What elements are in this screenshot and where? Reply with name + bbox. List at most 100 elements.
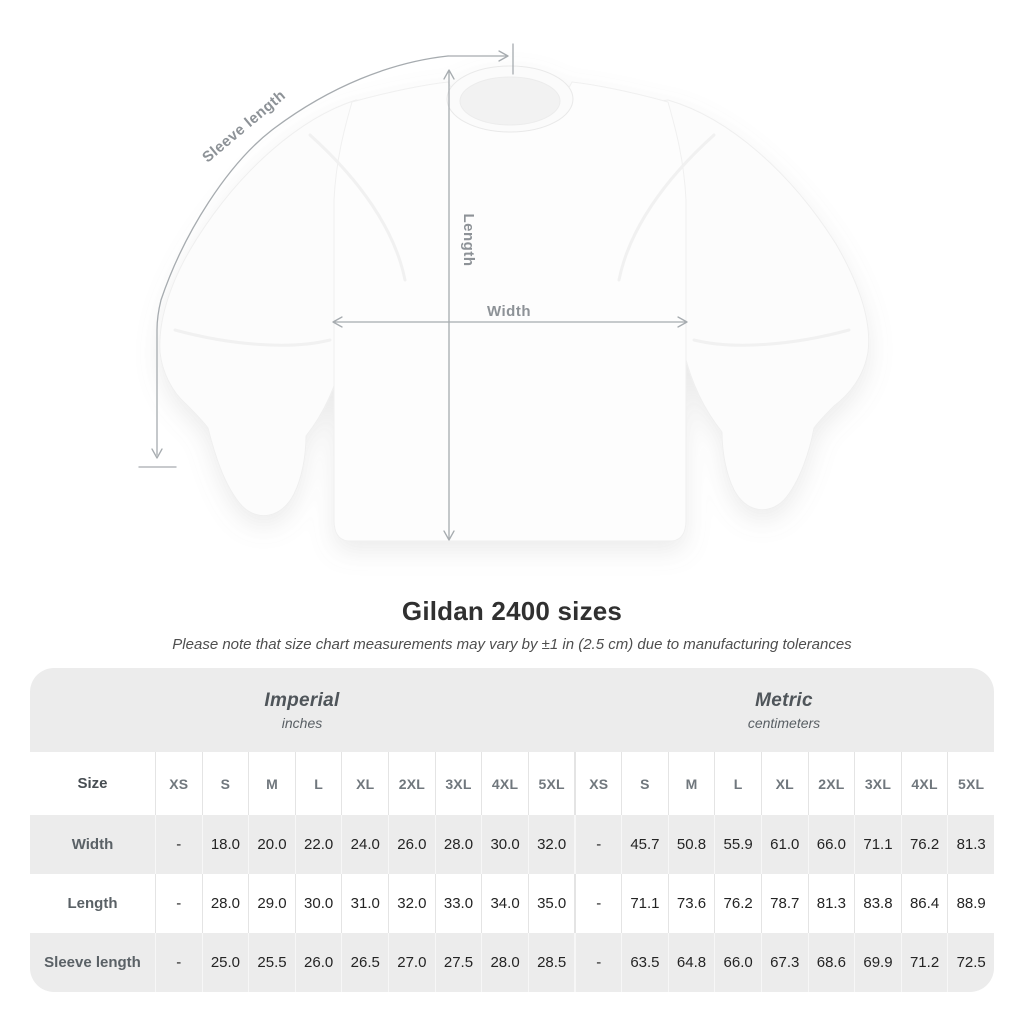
long-sleeve-shirt-illustration [159, 65, 870, 542]
cell-width-imperial-4xl: 30.0 [481, 815, 528, 874]
size-header-metric-l: L [714, 752, 761, 815]
size-header-metric-xs: XS [574, 752, 621, 815]
row-label-length: Length [67, 895, 118, 912]
cell-sleeve-length-metric-2xl: 68.6 [807, 933, 855, 992]
size-header-imperial-3xl: 3XL [434, 752, 482, 815]
cell-length-metric-m: 73.6 [667, 874, 715, 933]
cell-sleeve-length-imperial-l: 26.0 [294, 933, 342, 992]
cell-sleeve-length-imperial-xs: - [155, 933, 202, 992]
down-arrowhead-icon [151, 448, 163, 459]
cell-length-imperial-2xl: 32.0 [388, 874, 435, 933]
cell-sleeve-length-metric-l: 66.0 [714, 933, 761, 992]
metric-group-title: Metric [755, 689, 813, 711]
cell-sleeve-length-metric-xs: - [574, 933, 621, 992]
size-header-metric-3xl: 3XL [854, 752, 901, 815]
cell-length-metric-s: 71.1 [621, 874, 668, 933]
cell-width-imperial-5xl: 32.0 [527, 815, 575, 874]
cell-sleeve-length-imperial-s: 25.0 [201, 933, 249, 992]
table-row-length: Length -28.0 29.0 30.0 31.0 32.0 33.0 34.0 35.0-… [30, 874, 994, 933]
size-header-imperial-s: S [201, 752, 249, 815]
cell-width-metric-3xl: 71.1 [854, 815, 901, 874]
cell-sleeve-length-metric-4xl: 71.2 [900, 933, 948, 992]
cell-width-imperial-2xl: 26.0 [388, 815, 435, 874]
size-header-metric-s: S [621, 752, 668, 815]
cell-length-imperial-s: 28.0 [201, 874, 249, 933]
size-header-imperial-m: M [248, 752, 295, 815]
size-header-metric-m: M [667, 752, 715, 815]
cell-length-imperial-3xl: 33.0 [434, 874, 482, 933]
down-arrowhead-icon [443, 530, 455, 541]
unit-group-band: Imperial inches Metric centimeters [30, 668, 994, 752]
shirt-measurement-diagram: Sleeve length Length Width [138, 43, 870, 542]
cell-width-imperial-3xl: 28.0 [434, 815, 482, 874]
cell-length-imperial-xl: 31.0 [341, 874, 388, 933]
cell-width-imperial-xl: 24.0 [341, 815, 388, 874]
size-header-metric-4xl: 4XL [900, 752, 948, 815]
cell-length-metric-xs: - [574, 874, 621, 933]
cell-width-metric-xs: - [574, 815, 621, 874]
table-row-sleeve-length: Sleeve length -25.0 25.5 26.0 26.5 27.0 27.5 28… [30, 933, 994, 992]
cell-width-metric-4xl: 76.2 [900, 815, 948, 874]
cell-length-imperial-5xl: 35.0 [527, 874, 575, 933]
table-row-width: Width -18.0 20.0 22.0 24.0 26.0 28.0 30.0 32.0-4… [30, 815, 994, 874]
length-label: Length [460, 214, 477, 267]
up-arrowhead-icon [443, 69, 455, 80]
size-header-imperial-2xl: 2XL [388, 752, 435, 815]
sleeve-measure-line [156, 55, 449, 456]
size-chart-table: Imperial inches Metric centimeters Size … [30, 668, 994, 992]
cell-width-imperial-xs: - [155, 815, 202, 874]
cell-width-metric-l: 55.9 [714, 815, 761, 874]
row-label-width: Width [71, 836, 114, 853]
imperial-group-header: Imperial inches [30, 668, 574, 752]
cell-width-metric-s: 45.7 [621, 815, 668, 874]
cell-sleeve-length-metric-5xl: 72.5 [947, 933, 994, 992]
cell-length-imperial-m: 29.0 [248, 874, 295, 933]
cell-length-metric-l: 76.2 [714, 874, 761, 933]
size-header-imperial-xs: XS [155, 752, 202, 815]
cell-length-metric-5xl: 88.9 [947, 874, 994, 933]
imperial-group-title: Imperial [264, 689, 340, 711]
width-annotation: Width [332, 303, 688, 328]
page-title: Gildan 2400 sizes [401, 596, 623, 626]
title-block: Gildan 2400 sizes Please note that size … [0, 597, 1024, 653]
fabric-folds [173, 133, 851, 347]
cell-length-metric-3xl: 83.8 [854, 874, 901, 933]
cell-length-metric-xl: 78.7 [760, 874, 808, 933]
length-annotation: Length [443, 69, 477, 541]
imperial-group-subtitle: inches [281, 714, 323, 731]
collar [446, 65, 574, 133]
cell-width-imperial-m: 20.0 [248, 815, 295, 874]
cell-sleeve-length-imperial-4xl: 28.0 [481, 933, 528, 992]
cell-width-metric-5xl: 81.3 [947, 815, 994, 874]
cell-sleeve-length-imperial-m: 25.5 [248, 933, 295, 992]
cell-length-imperial-l: 30.0 [294, 874, 342, 933]
size-header-imperial-5xl: 5XL [527, 752, 575, 815]
cell-sleeve-length-metric-xl: 67.3 [760, 933, 808, 992]
cell-length-metric-2xl: 81.3 [807, 874, 855, 933]
right-arrowhead-icon [677, 316, 688, 328]
cell-length-metric-4xl: 86.4 [900, 874, 948, 933]
metric-group-subtitle: centimeters [747, 714, 821, 731]
right-arrowhead-icon [498, 50, 509, 62]
width-label: Width [487, 303, 531, 320]
cell-sleeve-length-imperial-2xl: 27.0 [388, 933, 435, 992]
left-arrowhead-icon [332, 316, 343, 328]
cell-length-imperial-4xl: 34.0 [481, 874, 528, 933]
cell-sleeve-length-imperial-5xl: 28.5 [527, 933, 575, 992]
tolerance-note: Please note that size chart measurements… [172, 635, 852, 653]
cell-width-metric-xl: 61.0 [760, 815, 808, 874]
cell-sleeve-length-imperial-xl: 26.5 [341, 933, 388, 992]
metric-group-header: Metric centimeters [574, 668, 994, 752]
cell-sleeve-length-metric-m: 64.8 [667, 933, 715, 992]
size-header-metric-5xl: 5XL [947, 752, 994, 815]
size-header-imperial-4xl: 4XL [481, 752, 528, 815]
cell-sleeve-length-metric-3xl: 69.9 [854, 933, 901, 992]
cell-width-imperial-s: 18.0 [201, 815, 249, 874]
size-header-imperial-l: L [294, 752, 342, 815]
cell-sleeve-length-metric-s: 63.5 [621, 933, 668, 992]
cell-sleeve-length-imperial-3xl: 27.5 [434, 933, 482, 992]
size-header-imperial-xl: XL [341, 752, 388, 815]
cell-length-imperial-xs: - [155, 874, 202, 933]
size-header-metric-2xl: 2XL [807, 752, 855, 815]
